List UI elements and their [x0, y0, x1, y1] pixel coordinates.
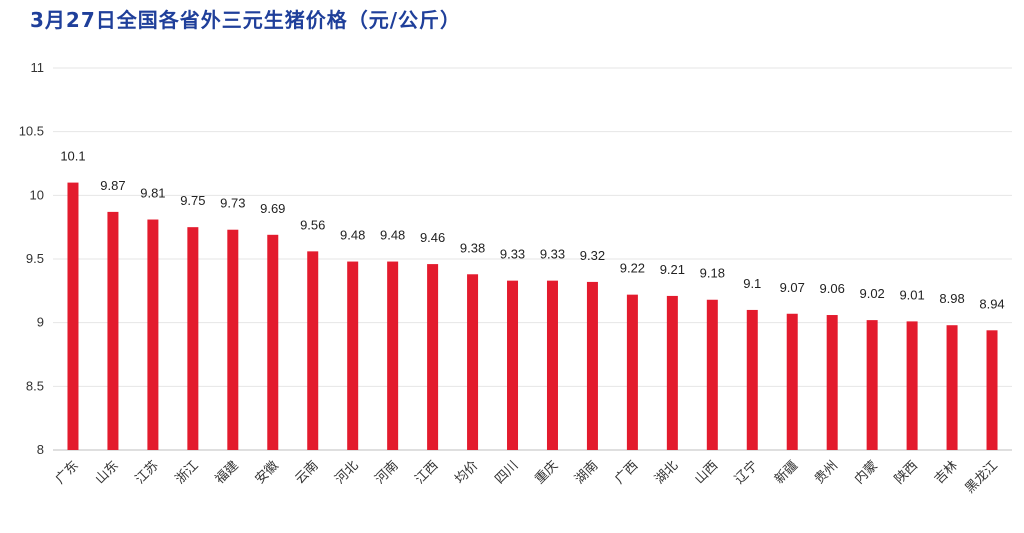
- x-tick-label: 吉林: [932, 458, 961, 487]
- data-label: 9.33: [540, 247, 565, 262]
- x-axis: 广东 山东 江苏 浙江 福建 安徽 云南 河北 河南 江西 均价 四川 重庆 湖南 广西 湖北 山西 辽宁 新疆 贵州…: [53, 458, 1001, 497]
- x-tick-label: 山东: [93, 458, 122, 487]
- bar: [826, 315, 838, 450]
- data-label: 10.1: [60, 149, 85, 164]
- x-tick-label: 湖南: [572, 458, 602, 488]
- bar: [507, 280, 519, 450]
- bar: [387, 261, 399, 450]
- bar: [626, 294, 638, 450]
- x-tick-label: 云南: [292, 458, 322, 488]
- x-tick-label: 均价: [452, 458, 481, 487]
- bar: [427, 264, 439, 450]
- x-tick-label: 江西: [412, 458, 441, 487]
- x-tick-label: 贵州: [812, 458, 841, 487]
- x-tick-label: 新疆: [771, 458, 801, 488]
- bar: [187, 227, 199, 450]
- x-tick-label: 黑龙江: [963, 458, 1001, 496]
- x-tick-label: 福建: [213, 458, 242, 487]
- data-label: 9.33: [500, 247, 525, 262]
- bar: [107, 211, 119, 450]
- data-label: 9.56: [300, 217, 325, 232]
- data-label: 9.48: [380, 228, 405, 243]
- data-label: 9.18: [700, 266, 725, 281]
- bar: [946, 325, 958, 450]
- y-tick-label: 8: [37, 442, 44, 457]
- data-label: 9.01: [899, 287, 924, 302]
- x-tick-label: 湖北: [652, 458, 681, 487]
- bars: [67, 182, 998, 450]
- bar: [706, 299, 718, 450]
- y-tick-label: 10.5: [19, 124, 44, 139]
- bar: [147, 219, 159, 450]
- data-label: 9.81: [140, 186, 165, 201]
- x-tick-label: 山西: [692, 458, 721, 487]
- bar: [786, 313, 798, 450]
- x-tick-label: 河南: [372, 458, 402, 488]
- y-tick-label: 11: [31, 60, 45, 75]
- x-tick-label: 辽宁: [731, 458, 761, 488]
- x-tick-label: 陕西: [892, 458, 921, 487]
- data-label: 9.48: [340, 228, 365, 243]
- x-tick-label: 河北: [333, 458, 362, 487]
- x-tick-label: 江苏: [132, 458, 162, 488]
- y-tick-label: 9.5: [26, 251, 44, 266]
- x-tick-label: 内蒙: [851, 458, 881, 488]
- x-tick-label: 广东: [53, 458, 82, 487]
- bar: [67, 182, 79, 450]
- x-tick-label: 广西: [612, 458, 641, 487]
- data-label: 9.38: [460, 240, 485, 255]
- bar: [546, 280, 558, 450]
- bar: [986, 330, 998, 450]
- y-tick-label: 8.5: [26, 378, 44, 393]
- data-label: 9.73: [220, 196, 245, 211]
- x-tick-label: 浙江: [173, 458, 202, 487]
- y-axis: 8 8.5 9 9.5 10 10.5 11: [19, 60, 44, 457]
- x-tick-label: 四川: [492, 458, 521, 487]
- bar: [467, 274, 479, 450]
- y-tick-label: 9: [37, 315, 44, 330]
- bar: [866, 320, 878, 450]
- bar: [906, 321, 918, 450]
- x-tick-label: 安徽: [253, 458, 282, 487]
- data-label: 9.69: [260, 201, 285, 216]
- data-label: 9.1: [743, 276, 761, 291]
- data-label: 9.46: [420, 230, 445, 245]
- data-label: 8.98: [939, 291, 964, 306]
- x-tick-label: 重庆: [532, 458, 562, 488]
- bar: [666, 295, 678, 450]
- bar: [586, 281, 598, 450]
- bar: [267, 234, 279, 450]
- data-label: 9.02: [859, 286, 884, 301]
- data-label: 8.94: [979, 296, 1004, 311]
- data-label: 9.07: [780, 280, 805, 295]
- data-labels: 10.1 9.87 9.81 9.75 9.73 9.69 9.56 9.48 9.48 9.46…: [60, 149, 1004, 312]
- data-label: 9.22: [620, 261, 645, 276]
- data-label: 9.75: [180, 193, 205, 208]
- data-label: 9.32: [580, 248, 605, 263]
- chart-title: 3月27日全国各省外三元生猪价格（元/公斤）: [30, 8, 462, 32]
- bar: [347, 261, 359, 450]
- data-label: 9.21: [660, 262, 685, 277]
- bar: [227, 229, 239, 450]
- y-tick-label: 10: [30, 187, 44, 202]
- bar: [746, 309, 758, 450]
- bar: [307, 251, 319, 450]
- grid-lines: [53, 67, 1012, 451]
- data-label: 9.87: [100, 178, 125, 193]
- data-label: 9.06: [820, 281, 845, 296]
